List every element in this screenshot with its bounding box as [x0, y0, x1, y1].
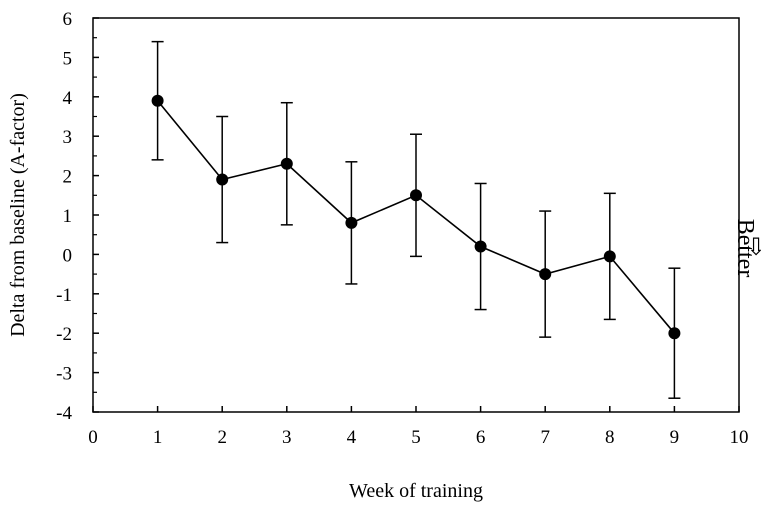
x-axis-title: Week of training: [349, 480, 483, 502]
better-label: Better: [732, 219, 758, 278]
y-axis-title: Delta from baseline (A-factor): [7, 93, 29, 337]
x-tick-label: 8: [605, 427, 615, 448]
y-tick-label: -1: [56, 285, 72, 306]
data-point: [216, 173, 229, 186]
x-tick-label: 2: [217, 427, 227, 448]
data-point: [345, 216, 358, 229]
data-point: [539, 268, 552, 281]
better-annotation: Better ⇩: [732, 219, 766, 278]
y-axis-ticks: 6 5 4 3 2 1 0 -1 -2 -3 -4: [56, 9, 99, 424]
y-tick-label: 1: [63, 206, 73, 227]
y-tick-label: 5: [63, 48, 73, 69]
y-tick-label: 3: [63, 127, 73, 148]
down-arrow-icon: ⇩: [746, 235, 766, 261]
x-tick-label: 9: [670, 427, 680, 448]
y-tick-label: -2: [56, 324, 72, 345]
y-tick-label: 4: [63, 88, 73, 109]
x-tick-label: 3: [282, 427, 292, 448]
x-tick-label: 7: [540, 427, 550, 448]
x-tick-label: 6: [476, 427, 486, 448]
x-tick-label: 5: [411, 427, 421, 448]
x-axis-ticks: 0 1 2 3 4 5 6 7 8 9 10: [88, 406, 749, 448]
data-point: [668, 327, 681, 340]
y-tick-label: 2: [63, 167, 73, 188]
data-point: [410, 189, 422, 202]
data-point: [474, 240, 487, 253]
data-point: [280, 157, 293, 170]
x-tick-label: 10: [730, 427, 749, 448]
data-point: [603, 250, 616, 263]
y-tick-label: -3: [56, 364, 72, 385]
data-points: [151, 94, 681, 340]
y-tick-label: 0: [63, 245, 73, 266]
x-tick-label: 1: [153, 427, 163, 448]
y-tick-label: -4: [56, 403, 72, 424]
x-tick-label: 0: [88, 427, 98, 448]
x-tick-label: 4: [347, 427, 357, 448]
y-tick-label: 6: [63, 9, 73, 30]
data-point: [151, 94, 164, 107]
